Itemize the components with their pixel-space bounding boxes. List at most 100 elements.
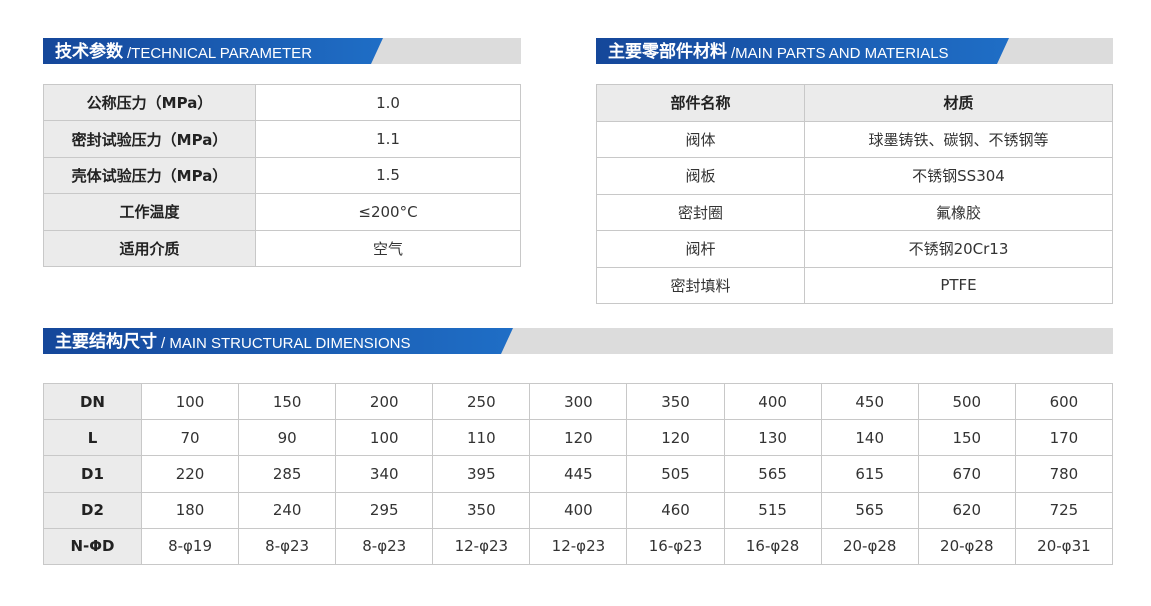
table-cell: 300 bbox=[529, 382, 628, 421]
table-row: 密封圈 氟橡胶 bbox=[596, 193, 1113, 231]
table-cell: 8-φ23 bbox=[335, 527, 434, 565]
table-cell: 445 bbox=[529, 455, 628, 493]
header-cell: 公称压力（MPa） bbox=[43, 83, 256, 122]
table-row: 壳体试验压力（MPa） 1.5 bbox=[43, 156, 521, 195]
table-row: 适用介质 空气 bbox=[43, 229, 521, 267]
table-row: D2 180 240 295 350 400 460 515 565 620 725 bbox=[43, 491, 1114, 529]
table-cell: 600 bbox=[1014, 382, 1114, 421]
table-cell: 120 bbox=[626, 419, 725, 457]
table-row: 阀板 不锈钢SS304 bbox=[596, 157, 1113, 195]
section-title-en: /TECHNICAL PARAMETER bbox=[127, 45, 313, 62]
table-cell: 670 bbox=[917, 455, 1016, 493]
table-row: 密封试验压力（MPa） 1.1 bbox=[43, 120, 521, 158]
table-cell: 70 bbox=[140, 419, 240, 457]
table-cell: 620 bbox=[917, 491, 1016, 529]
table-cell: 20-φ31 bbox=[1014, 527, 1114, 565]
table-row: 阀杆 不锈钢20Cr13 bbox=[596, 230, 1113, 268]
section-title-zh: 主要零部件材料 bbox=[608, 42, 727, 62]
table-cell: 16-φ23 bbox=[626, 527, 725, 565]
table-row: 工作温度 ≤200°C bbox=[43, 193, 521, 231]
header-cell: 材质 bbox=[804, 84, 1113, 122]
header-cell: D2 bbox=[43, 491, 142, 529]
table-cell: 285 bbox=[238, 455, 337, 493]
table-cell: 90 bbox=[238, 419, 337, 457]
table-row: L 70 90 100 110 120 120 130 140 150 170 bbox=[43, 419, 1114, 457]
section-title-zh: 技术参数 bbox=[55, 42, 123, 62]
header-cell: 适用介质 bbox=[43, 229, 256, 267]
table-cell: 565 bbox=[820, 491, 919, 529]
table-row: D1 220 285 340 395 445 505 565 615 670 780 bbox=[43, 455, 1114, 493]
table-cell: 100 bbox=[140, 382, 240, 421]
table-cell: 140 bbox=[820, 419, 919, 457]
table-cell: 8-φ19 bbox=[140, 527, 240, 565]
header-cell: 部件名称 bbox=[596, 84, 805, 122]
table-cell: 250 bbox=[432, 382, 531, 421]
table-row: 公称压力（MPa） 1.0 bbox=[43, 83, 521, 122]
table-cell: 12-φ23 bbox=[529, 527, 628, 565]
section-title-zh: 主要结构尺寸 bbox=[55, 332, 157, 352]
table-cell: 395 bbox=[432, 455, 531, 493]
table-row: 阀体 球墨铸铁、碳钢、不锈钢等 bbox=[596, 120, 1113, 158]
table-row: 部件名称 材质 bbox=[596, 84, 1113, 122]
table-cell: 8-φ23 bbox=[238, 527, 337, 565]
table-cell: 氟橡胶 bbox=[804, 193, 1113, 231]
header-cell: DN bbox=[43, 382, 142, 421]
table-cell: 20-φ28 bbox=[917, 527, 1016, 565]
table-cell: 450 bbox=[820, 382, 919, 421]
table-cell: 空气 bbox=[255, 229, 521, 267]
table-cell: 150 bbox=[238, 382, 337, 421]
table-cell: 200 bbox=[335, 382, 434, 421]
technical-parameter-table: 公称压力（MPa） 1.0 密封试验压力（MPa） 1.1 壳体试验压力（MPa） 1.5… bbox=[43, 83, 521, 267]
table-cell: 400 bbox=[529, 491, 628, 529]
table-cell: 460 bbox=[626, 491, 725, 529]
table-cell: 20-φ28 bbox=[820, 527, 919, 565]
table-cell: 725 bbox=[1014, 491, 1114, 529]
table-cell: 565 bbox=[723, 455, 822, 493]
table-cell: 120 bbox=[529, 419, 628, 457]
table-cell: 240 bbox=[238, 491, 337, 529]
table-cell: ≤200°C bbox=[255, 193, 521, 231]
table-cell: 密封圈 bbox=[596, 193, 805, 231]
table-cell: 780 bbox=[1014, 455, 1114, 493]
section-title-en: / MAIN STRUCTURAL DIMENSIONS bbox=[161, 335, 411, 352]
table-cell: 350 bbox=[626, 382, 725, 421]
header-cell: N-ΦD bbox=[43, 527, 142, 565]
table-cell: 1.1 bbox=[255, 120, 521, 158]
table-cell: 220 bbox=[140, 455, 240, 493]
header-cell: 工作温度 bbox=[43, 193, 256, 231]
technical-parameter-header: 技术参数/TECHNICAL PARAMETER bbox=[43, 38, 521, 64]
table-cell: 400 bbox=[723, 382, 822, 421]
table-row: DN 100 150 200 250 300 350 400 450 500 600 bbox=[43, 382, 1114, 421]
table-cell: 340 bbox=[335, 455, 434, 493]
table-cell: 150 bbox=[917, 419, 1016, 457]
table-cell: 170 bbox=[1014, 419, 1114, 457]
table-cell: 球墨铸铁、碳钢、不锈钢等 bbox=[804, 120, 1113, 158]
table-cell: 295 bbox=[335, 491, 434, 529]
table-cell: 110 bbox=[432, 419, 531, 457]
main-parts-header: 主要零部件材料/MAIN PARTS AND MATERIALS bbox=[596, 38, 1113, 64]
table-cell: 1.5 bbox=[255, 156, 521, 195]
table-cell: 阀体 bbox=[596, 120, 805, 158]
table-cell: PTFE bbox=[804, 266, 1113, 304]
table-row: 密封填料 PTFE bbox=[596, 266, 1113, 304]
table-cell: 505 bbox=[626, 455, 725, 493]
table-cell: 阀板 bbox=[596, 157, 805, 195]
table-cell: 1.0 bbox=[255, 83, 521, 122]
header-cell: D1 bbox=[43, 455, 142, 493]
table-cell: 不锈钢SS304 bbox=[804, 157, 1113, 195]
table-cell: 515 bbox=[723, 491, 822, 529]
table-cell: 密封填料 bbox=[596, 266, 805, 304]
table-cell: 12-φ23 bbox=[432, 527, 531, 565]
table-cell: 不锈钢20Cr13 bbox=[804, 230, 1113, 268]
table-cell: 350 bbox=[432, 491, 531, 529]
main-parts-table: 部件名称 材质 阀体 球墨铸铁、碳钢、不锈钢等 阀板 不锈钢SS304 密封圈 氟橡胶 阀杆 不锈… bbox=[596, 84, 1113, 304]
table-cell: 180 bbox=[140, 491, 240, 529]
table-cell: 16-φ28 bbox=[723, 527, 822, 565]
table-cell: 100 bbox=[335, 419, 434, 457]
table-cell: 615 bbox=[820, 455, 919, 493]
structural-dimensions-header: 主要结构尺寸 / MAIN STRUCTURAL DIMENSIONS bbox=[43, 328, 1113, 354]
table-cell: 500 bbox=[917, 382, 1016, 421]
header-cell: 壳体试验压力（MPa） bbox=[43, 156, 256, 195]
table-cell: 阀杆 bbox=[596, 230, 805, 268]
table-cell: 130 bbox=[723, 419, 822, 457]
